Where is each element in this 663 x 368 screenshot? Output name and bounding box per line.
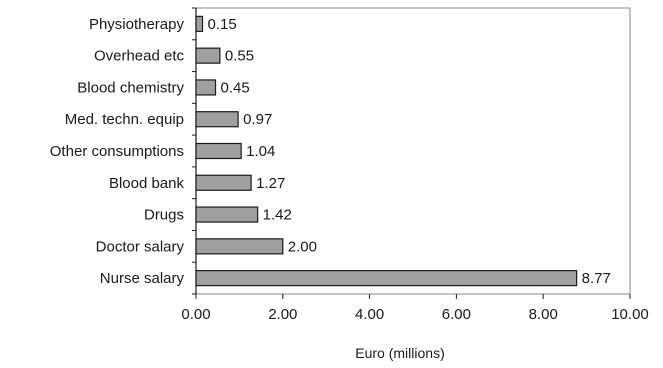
data-label: 0.97 [243, 111, 272, 128]
bar [195, 15, 204, 32]
category-label: Other consumptions [50, 143, 184, 160]
bar [195, 174, 252, 191]
bar [195, 238, 284, 255]
category-label: Blood bank [109, 175, 185, 192]
bar [195, 206, 259, 223]
data-label: 1.27 [256, 175, 285, 192]
category-label: Overhead etc [94, 48, 185, 65]
bar [195, 111, 239, 128]
data-label: 0.15 [208, 16, 237, 33]
category-label: Doctor salary [96, 238, 185, 255]
bar [195, 79, 217, 96]
bar [195, 270, 578, 287]
x-tick-label: 10.00 [611, 306, 649, 323]
x-tick-label: 6.00 [442, 306, 471, 323]
data-label: 1.04 [246, 143, 275, 160]
x-tick-label: 8.00 [529, 306, 558, 323]
x-axis-label: Euro (millions) [355, 345, 444, 361]
data-label: 1.42 [263, 207, 292, 224]
x-tick-label: 4.00 [355, 306, 384, 323]
data-label: 2.00 [288, 238, 317, 255]
bar [195, 142, 242, 160]
category-label: Med. techn. equip [65, 111, 184, 128]
data-label: 0.55 [225, 48, 254, 65]
category-label: Nurse salary [100, 270, 185, 287]
category-label: Blood chemistry [77, 79, 184, 96]
category-label: Physiotherapy [89, 16, 185, 33]
data-label: 0.45 [221, 79, 250, 96]
x-tick-label: 2.00 [268, 306, 297, 323]
x-tick-label: 0.00 [181, 306, 210, 323]
category-label: Drugs [144, 207, 184, 224]
data-label: 8.77 [582, 270, 611, 287]
bar [195, 47, 221, 64]
